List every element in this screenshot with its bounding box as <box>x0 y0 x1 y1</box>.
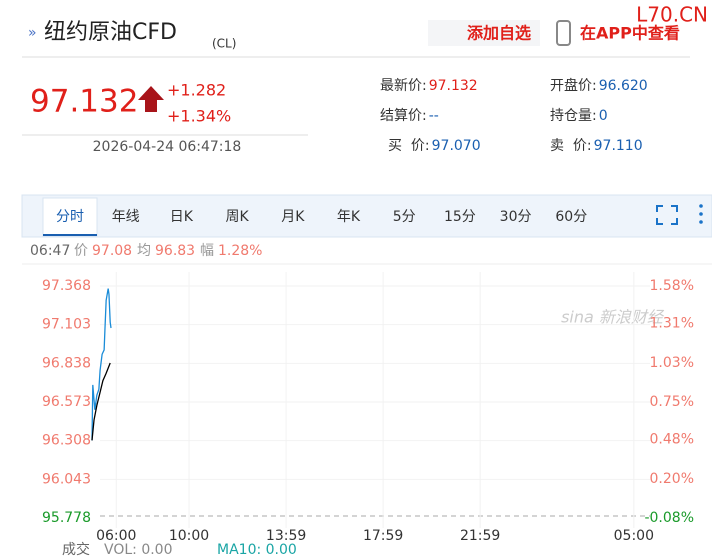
price-line <box>91 362 111 441</box>
chevron-icon: » <box>28 25 37 41</box>
y-tick-label: 96.838 <box>42 355 91 371</box>
change: +1.282 <box>167 81 226 100</box>
tab[interactable]: 年K <box>337 209 361 225</box>
price: 97.132 <box>30 84 138 120</box>
y2-tick-label: 1.31% <box>650 316 694 332</box>
info-value: 1.28% <box>218 243 262 259</box>
info-time: 06:47 <box>30 243 70 259</box>
tab[interactable]: 周K <box>226 209 250 225</box>
y2-tick-label: 1.58% <box>650 278 694 294</box>
info-label: 价 <box>74 243 88 259</box>
code: (CL) <box>212 37 236 51</box>
x-tick-label: 17:59 <box>363 528 403 544</box>
field-label: 开盘价: <box>550 77 597 94</box>
tab[interactable]: 5分 <box>393 209 416 225</box>
x-tick-label: 13:59 <box>266 528 306 544</box>
more-icon[interactable] <box>699 204 703 224</box>
y2-tick-label: 1.03% <box>650 355 694 371</box>
fields: 最新价: 97.132 开盘价: 96.620 结算价: -- 持仓量: 0 买 价: 97.07… <box>380 77 648 154</box>
field-label: 买 价: <box>388 138 430 154</box>
add-watchlist[interactable]: 添加自选 <box>467 24 531 43</box>
field-value: -- <box>429 108 439 124</box>
tab[interactable]: 15分 <box>444 209 476 225</box>
field-value: 96.620 <box>599 78 648 94</box>
volume-value: VOL: 0.00 <box>104 542 173 556</box>
y-tick-label: 96.308 <box>42 433 91 449</box>
title: 纽约原油CFD <box>44 20 177 45</box>
x-tick-label: 06:00 <box>96 528 136 544</box>
field-label: 结算价: <box>380 108 427 124</box>
x-tick-label: 10:00 <box>169 528 209 544</box>
info-label: 均 <box>137 243 151 259</box>
y-tick-label: 96.573 <box>42 394 91 410</box>
info-label: 幅 <box>200 243 214 259</box>
y2-tick-label: -0.08% <box>644 510 694 526</box>
y-tick-label: 95.778 <box>42 510 91 526</box>
x-tick-label: 05:00 <box>614 528 654 544</box>
quote-time: 2026-04-24 06:47:18 <box>93 139 242 155</box>
fullscreen-icon[interactable] <box>656 205 678 225</box>
y2-tick-label: 0.75% <box>650 394 694 410</box>
y-tick-label: 97.368 <box>42 278 91 294</box>
tab[interactable]: 30分 <box>500 209 532 225</box>
button-bg <box>428 20 540 46</box>
field-value: 97.132 <box>429 78 478 94</box>
field-value: 97.110 <box>594 138 643 154</box>
site-mark: L70.CN <box>636 3 708 27</box>
y-tick-label: 97.103 <box>42 317 91 333</box>
tab[interactable]: 年线 <box>112 209 140 225</box>
y-tick-label: 96.043 <box>42 471 91 487</box>
watermark: sina 新浪财经 <box>561 308 665 327</box>
tab[interactable]: 日K <box>170 209 194 225</box>
field-label: 最新价: <box>380 78 427 94</box>
tab-active[interactable] <box>42 197 98 237</box>
chart: 97.368 97.103 96.838 96.573 96.308 96.043 95.7… <box>42 272 694 544</box>
field-label: 卖 价: <box>550 138 592 154</box>
ma10-value: MA10: 0.00 <box>217 542 297 556</box>
info-value: 96.83 <box>155 243 195 259</box>
volume-label: 成交 <box>62 541 90 556</box>
tab-bar <box>21 194 712 238</box>
field-label: 持仓量: <box>550 108 597 124</box>
tab[interactable]: 分时 <box>56 209 84 225</box>
tab[interactable]: 60分 <box>555 209 587 225</box>
tab[interactable]: 月K <box>281 209 305 225</box>
change-pct: +1.34% <box>167 107 231 126</box>
view-in-app[interactable]: 在APP中查看 <box>580 24 680 43</box>
field-value: 0 <box>599 108 608 124</box>
info-value: 97.08 <box>92 243 132 259</box>
x-tick-label: 21:59 <box>460 528 500 544</box>
phone-icon <box>556 20 571 46</box>
field-value: 97.070 <box>432 138 481 154</box>
y2-tick-label: 0.48% <box>650 432 694 448</box>
up-arrow <box>138 86 164 112</box>
y2-tick-label: 0.20% <box>650 471 694 487</box>
tabs: 分时 年线 日K 周K 月K 年K 5分 15分 30分 60分 <box>42 197 587 237</box>
price-line <box>91 288 112 441</box>
